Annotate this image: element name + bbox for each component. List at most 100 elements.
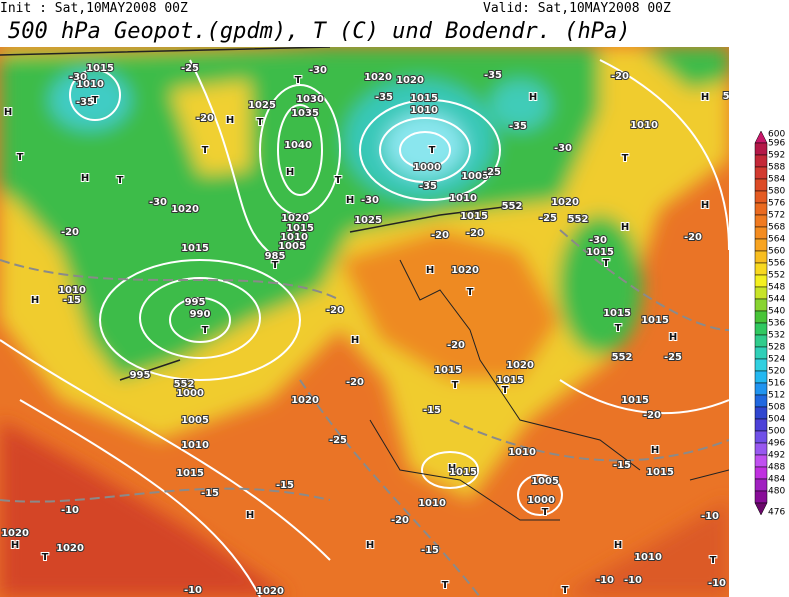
contour-label: -15: [423, 405, 441, 416]
contour-label: 1015: [496, 375, 524, 386]
contour-label: 1020: [364, 72, 392, 83]
colorbar-label: 580: [768, 187, 785, 197]
contour-label: -10: [61, 505, 79, 516]
colorbar-label: 560: [768, 247, 785, 257]
colorbar-swatch: [754, 502, 768, 516]
pressure-center: H: [669, 332, 677, 343]
colorbar-swatch: [754, 334, 768, 348]
colorbar-label: 548: [768, 283, 785, 293]
pressure-center: H: [651, 445, 659, 456]
colorbar-label: 520: [768, 367, 785, 377]
colorbar-swatch: [754, 286, 768, 300]
colorbar-label: 600: [768, 130, 785, 140]
contour-label: -25: [181, 63, 199, 74]
contour-label: -25: [539, 213, 557, 224]
colorbar-swatch: [754, 442, 768, 456]
contour-label: -20: [346, 377, 364, 388]
contour-label: 1025: [248, 100, 276, 111]
colorbar-label: 572: [768, 211, 785, 221]
colorbar-swatch: [754, 406, 768, 420]
contour-label: -35: [419, 181, 437, 192]
contour-label: 1040: [284, 140, 312, 151]
colorbar-label: 528: [768, 343, 785, 353]
contour-label: -15: [276, 480, 294, 491]
colorbar-swatch: [754, 202, 768, 216]
contour-label: -35: [375, 92, 393, 103]
pressure-center: T: [502, 385, 509, 396]
colorbar-swatch: [754, 130, 768, 144]
colorbar-label: 588: [768, 163, 785, 173]
pressure-center: T: [272, 260, 279, 271]
pressure-center: H: [614, 540, 622, 551]
contour-label: -35: [484, 70, 502, 81]
pressure-center: T: [42, 552, 49, 563]
contour-label: 1010: [630, 120, 658, 131]
pressure-center: H: [529, 92, 537, 103]
colorbar-swatch: [754, 394, 768, 408]
colorbar-label: 484: [768, 475, 785, 485]
pressure-center: T: [202, 325, 209, 336]
contour-label: 1005: [531, 476, 559, 487]
pressure-center: T: [117, 175, 124, 186]
colorbar-swatch: [754, 466, 768, 480]
pressure-center: H: [351, 335, 359, 346]
contour-label: 1015: [646, 467, 674, 478]
colorbar-swatch: [754, 418, 768, 432]
pressure-center: H: [286, 167, 294, 178]
contour-label: 990: [190, 309, 211, 320]
contour-label: -20: [61, 227, 79, 238]
contour-label: -10: [708, 578, 726, 589]
pressure-center: T: [202, 145, 209, 156]
colorbar-label: 496: [768, 439, 785, 449]
contour-label: -10: [701, 511, 719, 522]
contour-label: 1015: [410, 93, 438, 104]
colorbar-label: 568: [768, 223, 785, 233]
contour-label: 1030: [296, 94, 324, 105]
contour-label: -20: [611, 71, 629, 82]
colorbar-label: 576: [768, 199, 785, 209]
colorbar-swatch: [754, 478, 768, 492]
colorbar-swatch: [754, 310, 768, 324]
isobars: [0, 59, 729, 597]
init-time: Init : Sat,10MAY2008 00Z: [0, 1, 188, 16]
colorbar-label: 532: [768, 331, 785, 341]
pressure-center: T: [622, 153, 629, 164]
colorbar-swatch: [754, 430, 768, 444]
contour-label: -20: [684, 232, 702, 243]
colorbar-swatch: [754, 142, 768, 156]
contour-label: 1010: [449, 193, 477, 204]
pressure-center: H: [366, 540, 374, 551]
contour-label: 985: [265, 251, 286, 262]
contour-label: -20: [447, 340, 465, 351]
colorbar-swatch: [754, 250, 768, 264]
colorbar-swatch: [754, 262, 768, 276]
colorbar-swatch: [754, 214, 768, 228]
contour-label: 1015: [286, 223, 314, 234]
contour-label: 1020: [396, 75, 424, 86]
colorbar-swatch: [754, 178, 768, 192]
colorbar-label: 524: [768, 355, 785, 365]
contour-label: -20: [391, 515, 409, 526]
pressure-center: T: [452, 380, 459, 391]
pressure-center: H: [448, 463, 456, 474]
colorbar-swatch: [754, 358, 768, 372]
contour-label: -20: [643, 410, 661, 421]
contour-label: 1015: [176, 468, 204, 479]
contour-label: -25: [664, 352, 682, 363]
colorbar-label: 516: [768, 379, 785, 389]
contour-label: 1000: [176, 388, 204, 399]
contour-label: 1015: [434, 365, 462, 376]
contour-label: -30: [361, 195, 379, 206]
contour-label: 1025: [354, 215, 382, 226]
colorbar-label: 564: [768, 235, 785, 245]
colorbar-label: 596: [768, 139, 785, 149]
contour-label: 1010: [58, 285, 86, 296]
contour-label: 1020: [451, 265, 479, 276]
contour-label: 1020: [281, 213, 309, 224]
contour-label: 1020: [551, 197, 579, 208]
pressure-center: T: [295, 75, 302, 86]
contour-label: 1010: [634, 552, 662, 563]
colorbar-swatch: [754, 154, 768, 168]
